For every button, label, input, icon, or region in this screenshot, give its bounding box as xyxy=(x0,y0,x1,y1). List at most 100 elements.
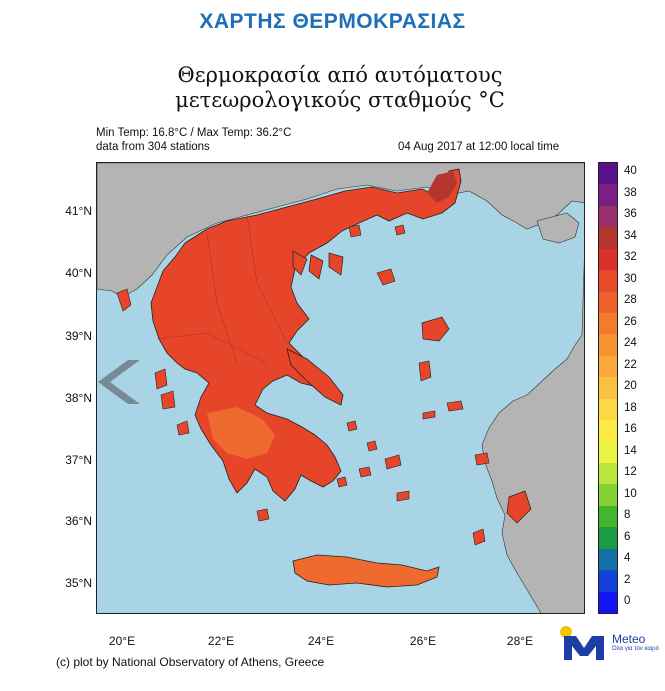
lon-label: 26°E xyxy=(409,634,437,648)
map-title-unit: °C xyxy=(478,88,505,112)
land-chios xyxy=(418,360,432,382)
colorbar-label: 22 xyxy=(624,358,637,371)
land-evia xyxy=(286,348,344,406)
meteo-logo-tagline: Όλα για τον καιρό xyxy=(612,646,659,652)
colorbar-band xyxy=(599,591,617,613)
chevron-left-icon[interactable] xyxy=(96,356,148,408)
map-datetime: 04 Aug 2017 at 12:00 local time xyxy=(398,141,560,153)
lat-label: 35°N xyxy=(65,576,92,590)
lon-label: 28°E xyxy=(506,634,534,648)
map-title-line-2: μετεωρολογικούς σταθμούς °C xyxy=(60,88,620,112)
colorbar-label: 16 xyxy=(624,423,637,435)
colorbar-band xyxy=(599,291,617,314)
land-thrace-hottest xyxy=(427,171,457,203)
land-santorini xyxy=(396,490,410,502)
map-title-line-2-text: μετεωρολογικούς σταθμούς xyxy=(175,88,472,112)
colorbar-band xyxy=(599,248,617,272)
land-turkey-thrace xyxy=(536,212,580,244)
colorbar-band xyxy=(599,334,617,357)
land-thasos xyxy=(348,224,362,238)
colorbar-label: 36 xyxy=(624,208,637,220)
colorbar-label: 20 xyxy=(624,380,637,392)
colorbar-label: 32 xyxy=(624,251,637,263)
colorbar-band xyxy=(599,184,617,207)
colorbar-label: 28 xyxy=(624,294,637,306)
colorbar-label: 26 xyxy=(624,315,637,328)
land-samothraki xyxy=(394,224,406,236)
stations-count: data from 304 stations xyxy=(96,141,210,153)
colorbar-band xyxy=(599,484,617,507)
colorbar-label: 38 xyxy=(624,186,637,199)
land-kythira xyxy=(256,508,270,522)
colorbar-band xyxy=(599,377,617,400)
colorbar-band xyxy=(599,548,617,572)
colorbar-label: 8 xyxy=(624,509,631,521)
colorbar-label: 14 xyxy=(624,444,637,457)
meteo-logo-icon[interactable] xyxy=(558,624,612,664)
meteo-logo-name: Meteo xyxy=(612,632,646,646)
lat-label: 38°N xyxy=(65,391,92,405)
land-chalkidiki-1 xyxy=(292,250,308,276)
colorbar-band xyxy=(599,420,617,443)
land-peloponnese-warm xyxy=(207,407,275,459)
land-chalkidiki-2 xyxy=(308,254,324,280)
page-header-title: ΧΑΡΤΗΣ ΘΕΡΜΟΚΡΑΣΙΑΣ xyxy=(199,10,466,33)
colorbar-label: 18 xyxy=(624,401,637,414)
land-karpathos xyxy=(472,528,486,546)
temperature-map xyxy=(96,162,585,614)
lat-label: 37°N xyxy=(65,453,92,467)
colorbar-label: 10 xyxy=(624,487,637,500)
colorbar-label: 4 xyxy=(624,552,631,564)
land-lesvos xyxy=(421,316,450,342)
colorbar-band xyxy=(599,398,617,422)
lat-label: 36°N xyxy=(65,514,92,528)
land-zakynthos xyxy=(176,420,190,436)
land-naxos xyxy=(384,454,402,470)
credit-text: (c) plot by National Observatory of Athe… xyxy=(56,655,325,669)
colorbar-band xyxy=(599,313,617,336)
colorbar-band xyxy=(599,205,617,229)
colorbar-label: 6 xyxy=(624,530,631,543)
lat-label: 40°N xyxy=(65,266,92,280)
colorbar-band xyxy=(599,270,617,293)
map-title-line-1: Θερμοκρασία από αυτόματους xyxy=(177,63,503,87)
lon-label: 24°E xyxy=(307,634,335,648)
colorbar-band xyxy=(599,227,617,250)
colorbar-band xyxy=(599,441,617,464)
land-cyclades-1 xyxy=(346,420,358,432)
colorbar-label: 30 xyxy=(624,272,637,285)
colorbar-label: 40 xyxy=(624,165,637,177)
colorbar-band xyxy=(599,163,617,186)
land-crete xyxy=(292,554,440,588)
colorbar-band xyxy=(599,570,617,593)
colorbar-label: 2 xyxy=(624,573,631,586)
land-kefalonia xyxy=(160,390,176,410)
colorbar-label: 34 xyxy=(624,229,637,242)
lon-label: 22°E xyxy=(207,634,235,648)
land-cyclades-2 xyxy=(366,440,378,452)
colorbar-band xyxy=(599,527,617,550)
colorbar-label: 0 xyxy=(624,595,631,607)
colorbar-label: 12 xyxy=(624,466,637,478)
colorbar-band xyxy=(599,505,617,529)
land-limnos xyxy=(376,268,396,286)
land-kos xyxy=(474,452,490,466)
land-chalkidiki-3 xyxy=(328,252,344,276)
land-samos xyxy=(446,400,464,412)
land-lefkada xyxy=(154,368,168,390)
lat-label: 39°N xyxy=(65,329,92,343)
temperature-colorbar xyxy=(598,162,618,614)
region-borders xyxy=(156,214,288,364)
land-cyclades-3 xyxy=(358,466,372,478)
land-rhodes xyxy=(506,490,532,524)
land-corfu xyxy=(116,288,132,312)
colorbar-band xyxy=(599,463,617,486)
lon-label: 20°E xyxy=(108,634,136,648)
map-canvas xyxy=(97,163,584,613)
colorbar-label: 24 xyxy=(624,337,637,349)
land-milos xyxy=(336,476,348,488)
min-max-temp: Min Temp: 16.8°C / Max Temp: 36.2°C xyxy=(96,127,292,139)
colorbar-band xyxy=(599,355,617,379)
lat-label: 41°N xyxy=(65,204,92,218)
land-ikaria xyxy=(422,410,436,420)
